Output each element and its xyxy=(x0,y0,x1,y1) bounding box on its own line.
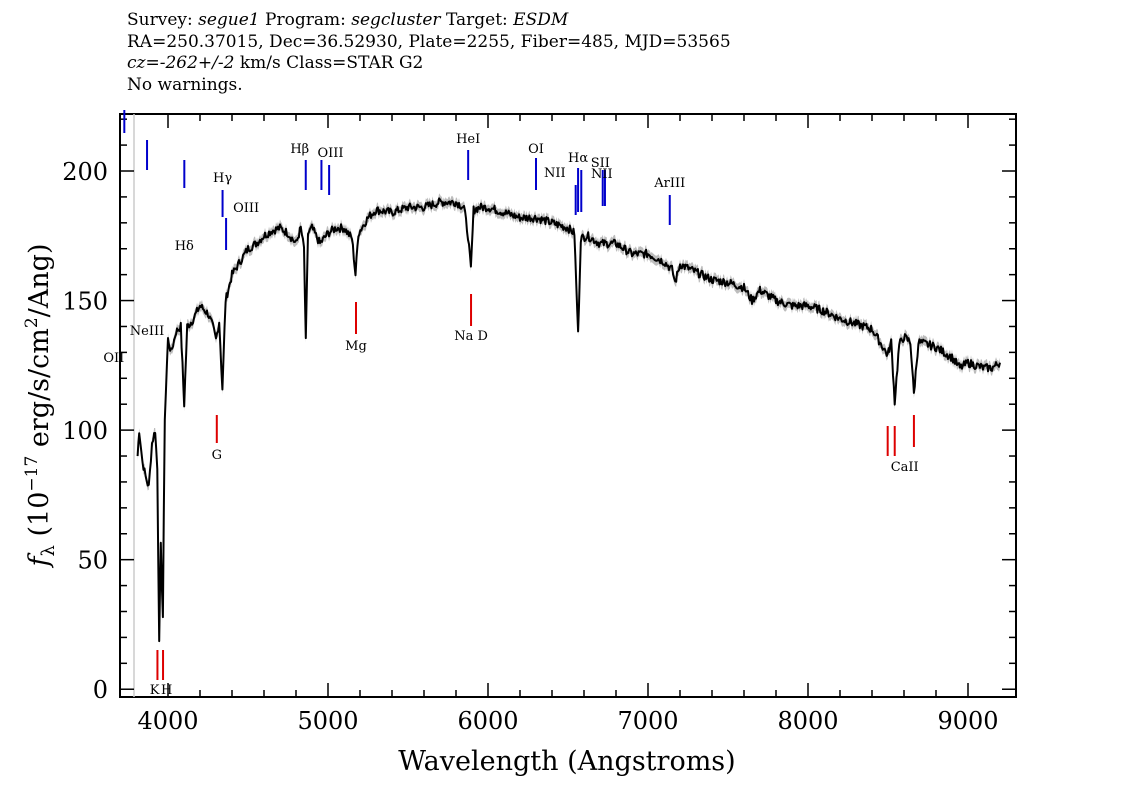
line-label: G xyxy=(212,448,222,463)
spectrum-header: Survey: segue1 Program: segcluster Targe… xyxy=(127,10,731,96)
plot-frame xyxy=(119,113,1017,698)
series-layer xyxy=(136,193,1001,647)
y-axis-title: fλ (10−17 erg/s/cm2/Ang) xyxy=(22,244,59,569)
line-label: OI xyxy=(528,142,544,157)
header-line-warnings: No warnings. xyxy=(127,74,243,95)
line-label: Hγ xyxy=(213,171,232,186)
line-label: OII xyxy=(103,351,124,366)
x-tick-label: 9000 xyxy=(937,707,998,735)
header-line-coordinates: RA=250.37015, Dec=36.52930, Plate=2255, … xyxy=(127,31,731,52)
line-label: SII xyxy=(591,156,610,171)
line-label: Hα xyxy=(568,151,588,166)
target-value: ESDM xyxy=(513,10,569,30)
line-label: Mg xyxy=(345,339,367,354)
line-label: Hβ xyxy=(290,142,309,157)
x-tick-label: 6000 xyxy=(457,707,518,735)
program-value: segcluster xyxy=(351,10,441,30)
line-label: CaII xyxy=(891,460,919,475)
line-label: H xyxy=(161,683,172,698)
flux-line xyxy=(136,197,1001,643)
error-band xyxy=(137,193,1001,647)
axis-ticks xyxy=(120,114,1016,697)
program-label: Program: xyxy=(265,10,346,30)
x-tick-label: 5000 xyxy=(297,707,358,735)
x-tick-label: 8000 xyxy=(777,707,838,735)
x-tick-label: 7000 xyxy=(617,707,678,735)
line-label: NeIII xyxy=(130,324,164,339)
target-label: Target: xyxy=(445,10,508,30)
line-label: K xyxy=(150,683,160,698)
tick-labels: 4000 5000 6000 7000 8000 9000 0 50 100 150 200 xyxy=(62,158,998,735)
line-label: Hδ xyxy=(175,239,194,254)
line-label: HeI xyxy=(456,132,480,147)
x-axis-title: Wavelength (Angstroms) xyxy=(398,746,735,777)
header-line-redshift: cz=-262+/-2 km/s Class=STAR G2 xyxy=(127,53,731,75)
cz-label: cz= xyxy=(127,53,160,73)
y-tick-label: 0 xyxy=(93,676,108,704)
survey-value: segue1 xyxy=(198,10,260,30)
survey-label: Survey: xyxy=(127,10,193,30)
x-tick-label: 4000 xyxy=(137,707,198,735)
cz-class: km/s Class=STAR G2 xyxy=(234,53,424,73)
line-label: OIII xyxy=(317,146,343,161)
header-line-survey: Survey: segue1 Program: segcluster Targe… xyxy=(127,10,731,32)
line-label: ArIII xyxy=(653,176,685,191)
y-tick-label: 200 xyxy=(62,158,108,186)
line-label: NII xyxy=(591,167,613,182)
line-label: Na D xyxy=(454,329,488,344)
y-tick-label: 150 xyxy=(62,288,108,316)
cz-value: -262+/-2 xyxy=(159,53,235,73)
line-label: NII xyxy=(544,166,566,181)
y-tick-label: 100 xyxy=(62,417,108,445)
y-tick-label: 50 xyxy=(77,547,108,575)
line-label: OIII xyxy=(233,201,259,216)
